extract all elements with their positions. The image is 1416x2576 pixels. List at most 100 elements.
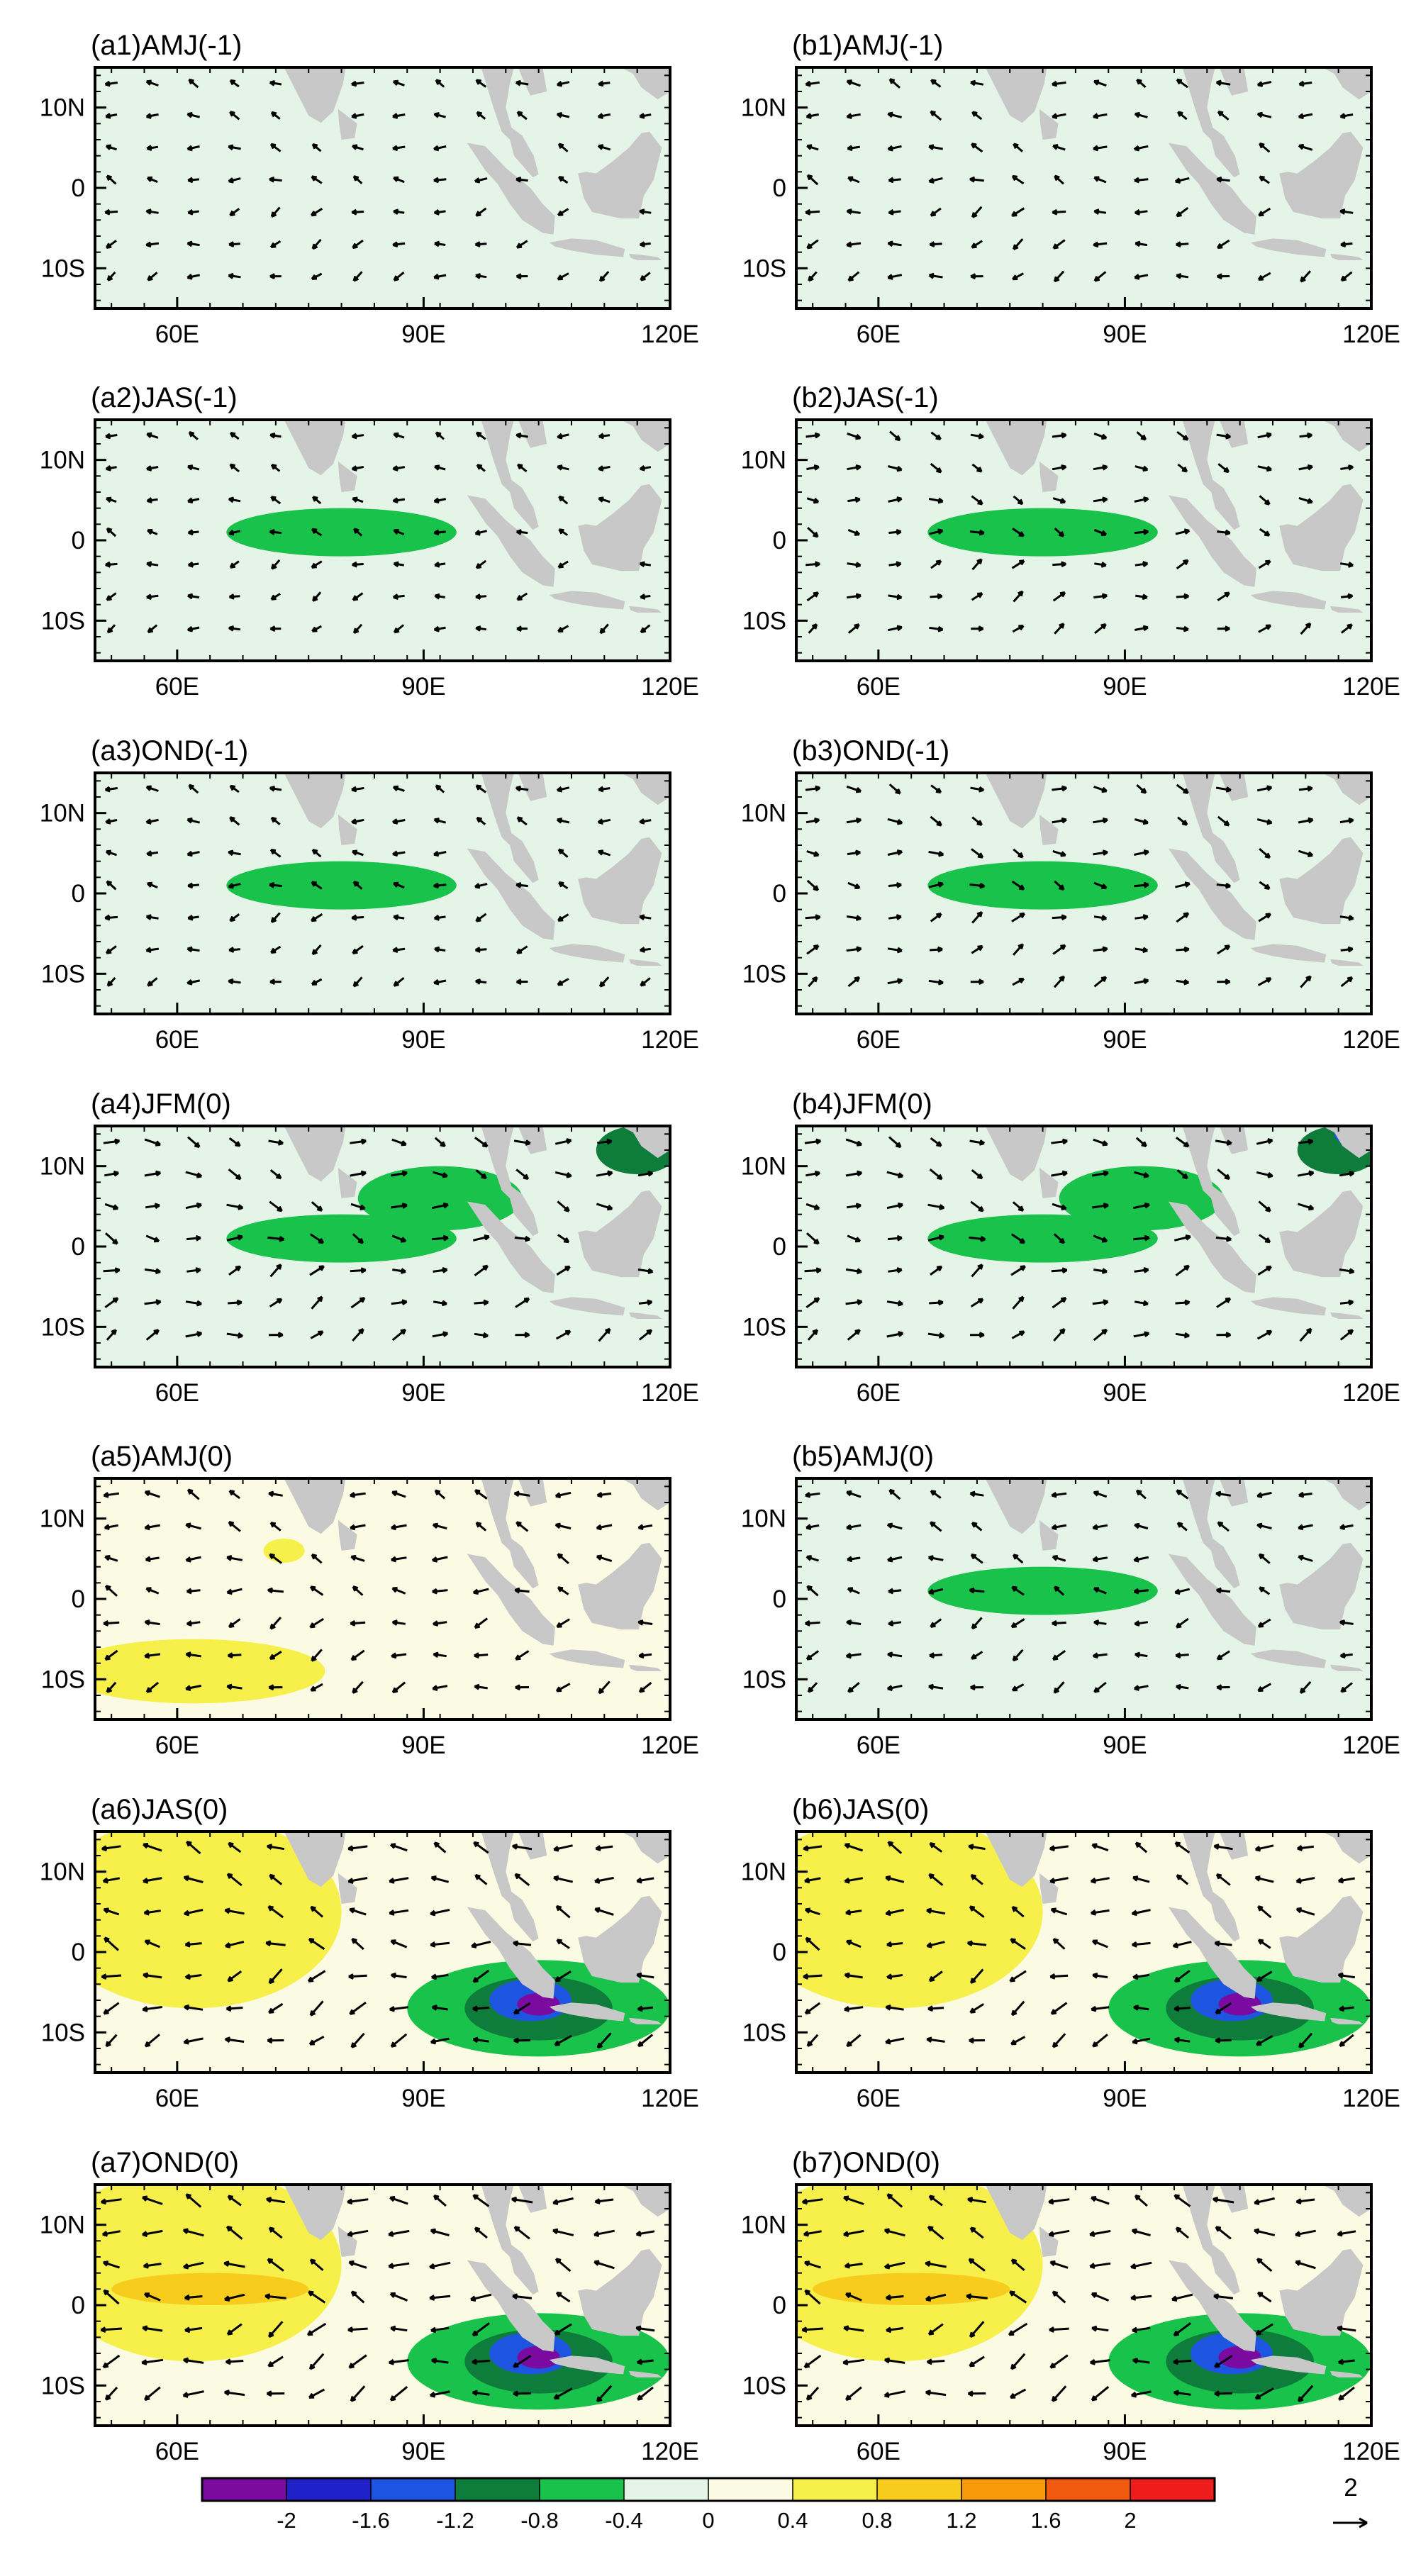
x-tick-label: 60E — [155, 320, 199, 348]
wind-arrow — [1339, 1524, 1354, 1530]
wind-arrow — [104, 208, 118, 216]
wind-arrow — [1052, 208, 1066, 216]
wind-arrow — [1054, 880, 1065, 891]
wind-arrow — [1052, 144, 1066, 151]
wind-arrow — [430, 2228, 450, 2236]
wind-arrow — [846, 593, 862, 600]
land-mass — [1330, 606, 1364, 613]
wind-arrow — [555, 1683, 571, 1693]
wind-arrow — [847, 623, 860, 634]
wind-arrow — [554, 1171, 572, 1178]
wind-arrow — [556, 818, 570, 824]
wind-arrow — [847, 1329, 861, 1341]
wind-arrow — [431, 1556, 448, 1563]
wind-arrow — [1217, 1169, 1231, 1181]
wind-arrow — [517, 463, 528, 473]
wind-arrow — [930, 1521, 942, 1532]
y-tick-label: 0 — [72, 1233, 85, 1261]
colorbar-label: -1.2 — [436, 2508, 474, 2533]
wind-arrow — [1010, 1618, 1025, 1629]
wind-arrow — [1093, 145, 1108, 152]
land-mass — [549, 1649, 625, 1668]
land-mass — [467, 495, 555, 587]
wind-arrow — [845, 2386, 862, 2401]
wind-arrow — [104, 2386, 118, 2401]
wind-arrow — [971, 1651, 983, 1660]
x-tick-label: 60E — [857, 1026, 901, 1054]
wind-arrow — [184, 2294, 203, 2301]
wind-arrow — [101, 1973, 122, 1980]
land-mass — [549, 944, 625, 963]
wind-arrow — [639, 561, 652, 568]
wind-arrow — [887, 145, 902, 152]
anomaly-purple — [1218, 2346, 1261, 2369]
wind-arrow — [805, 1936, 820, 1951]
wind-arrow — [392, 113, 406, 119]
wind-arrow — [1092, 1203, 1109, 1209]
wind-arrow — [805, 561, 820, 568]
wind-arrow — [433, 112, 446, 118]
wind-arrow — [228, 1618, 241, 1629]
wind-arrow — [475, 79, 487, 88]
wind-arrow — [1176, 625, 1189, 632]
wind-arrow — [475, 593, 487, 600]
land-mass — [549, 2002, 625, 2022]
wind-arrow — [1298, 80, 1312, 87]
wind-arrow — [806, 591, 820, 602]
wind-arrow — [1093, 1328, 1108, 1342]
wind-arrow — [268, 1684, 283, 1691]
land-mass — [1039, 108, 1059, 140]
wind-arrow — [389, 2292, 408, 2302]
land-mass — [1250, 944, 1327, 963]
wind-arrow — [1134, 1522, 1149, 1529]
wind-arrow — [556, 786, 570, 793]
wind-arrow — [1340, 241, 1353, 248]
wind-arrow — [930, 431, 942, 440]
wind-arrow — [352, 144, 364, 151]
wind-arrow — [1135, 1651, 1148, 1658]
wind-arrow — [1339, 1619, 1354, 1626]
wind-arrow — [145, 1556, 160, 1563]
wind-arrow — [1258, 207, 1271, 217]
wind-arrow — [229, 111, 240, 121]
wind-arrow — [311, 1201, 323, 1212]
wind-arrow — [969, 1235, 986, 1242]
land-mass — [1039, 1873, 1059, 1904]
land-mass — [481, 773, 539, 883]
wind-arrow — [474, 1137, 489, 1148]
wind-arrow — [1254, 1844, 1274, 1852]
wind-arrow — [805, 1491, 820, 1498]
wind-arrow — [970, 1200, 984, 1212]
wind-arrow — [184, 1941, 202, 1948]
land-mass — [467, 1201, 555, 1293]
wind-arrow — [930, 593, 943, 600]
wind-arrow — [555, 1329, 572, 1340]
wind-arrow — [225, 1941, 245, 1948]
wind-arrow — [105, 144, 117, 151]
wind-arrow — [389, 2005, 408, 2012]
wind-arrow — [267, 1235, 285, 1242]
wind-arrow — [1295, 2198, 1315, 2204]
wind-arrow — [146, 145, 159, 152]
x-tick-label: 120E — [1342, 673, 1400, 701]
colorbar-swatch — [792, 2477, 879, 2502]
wind-arrow — [433, 625, 446, 632]
shading-field — [796, 2185, 1371, 2426]
wind-arrow — [347, 2326, 368, 2333]
wind-arrow — [513, 1139, 531, 1146]
y-tick-label: 10N — [741, 1153, 786, 1181]
wind-arrow — [1009, 2290, 1027, 2304]
wind-arrow — [1050, 2002, 1068, 2015]
land-mass — [985, 67, 1047, 123]
wind-arrow — [1259, 847, 1271, 859]
wind-arrow — [229, 79, 240, 88]
wind-arrow — [146, 497, 158, 503]
wind-arrow — [1299, 1680, 1312, 1694]
land-mass — [1219, 67, 1249, 96]
wind-arrow — [147, 624, 158, 634]
wind-arrow — [1172, 1941, 1192, 1948]
wind-arrow — [1298, 496, 1313, 504]
wind-arrow — [597, 113, 611, 119]
wind-arrow — [103, 1492, 120, 1498]
